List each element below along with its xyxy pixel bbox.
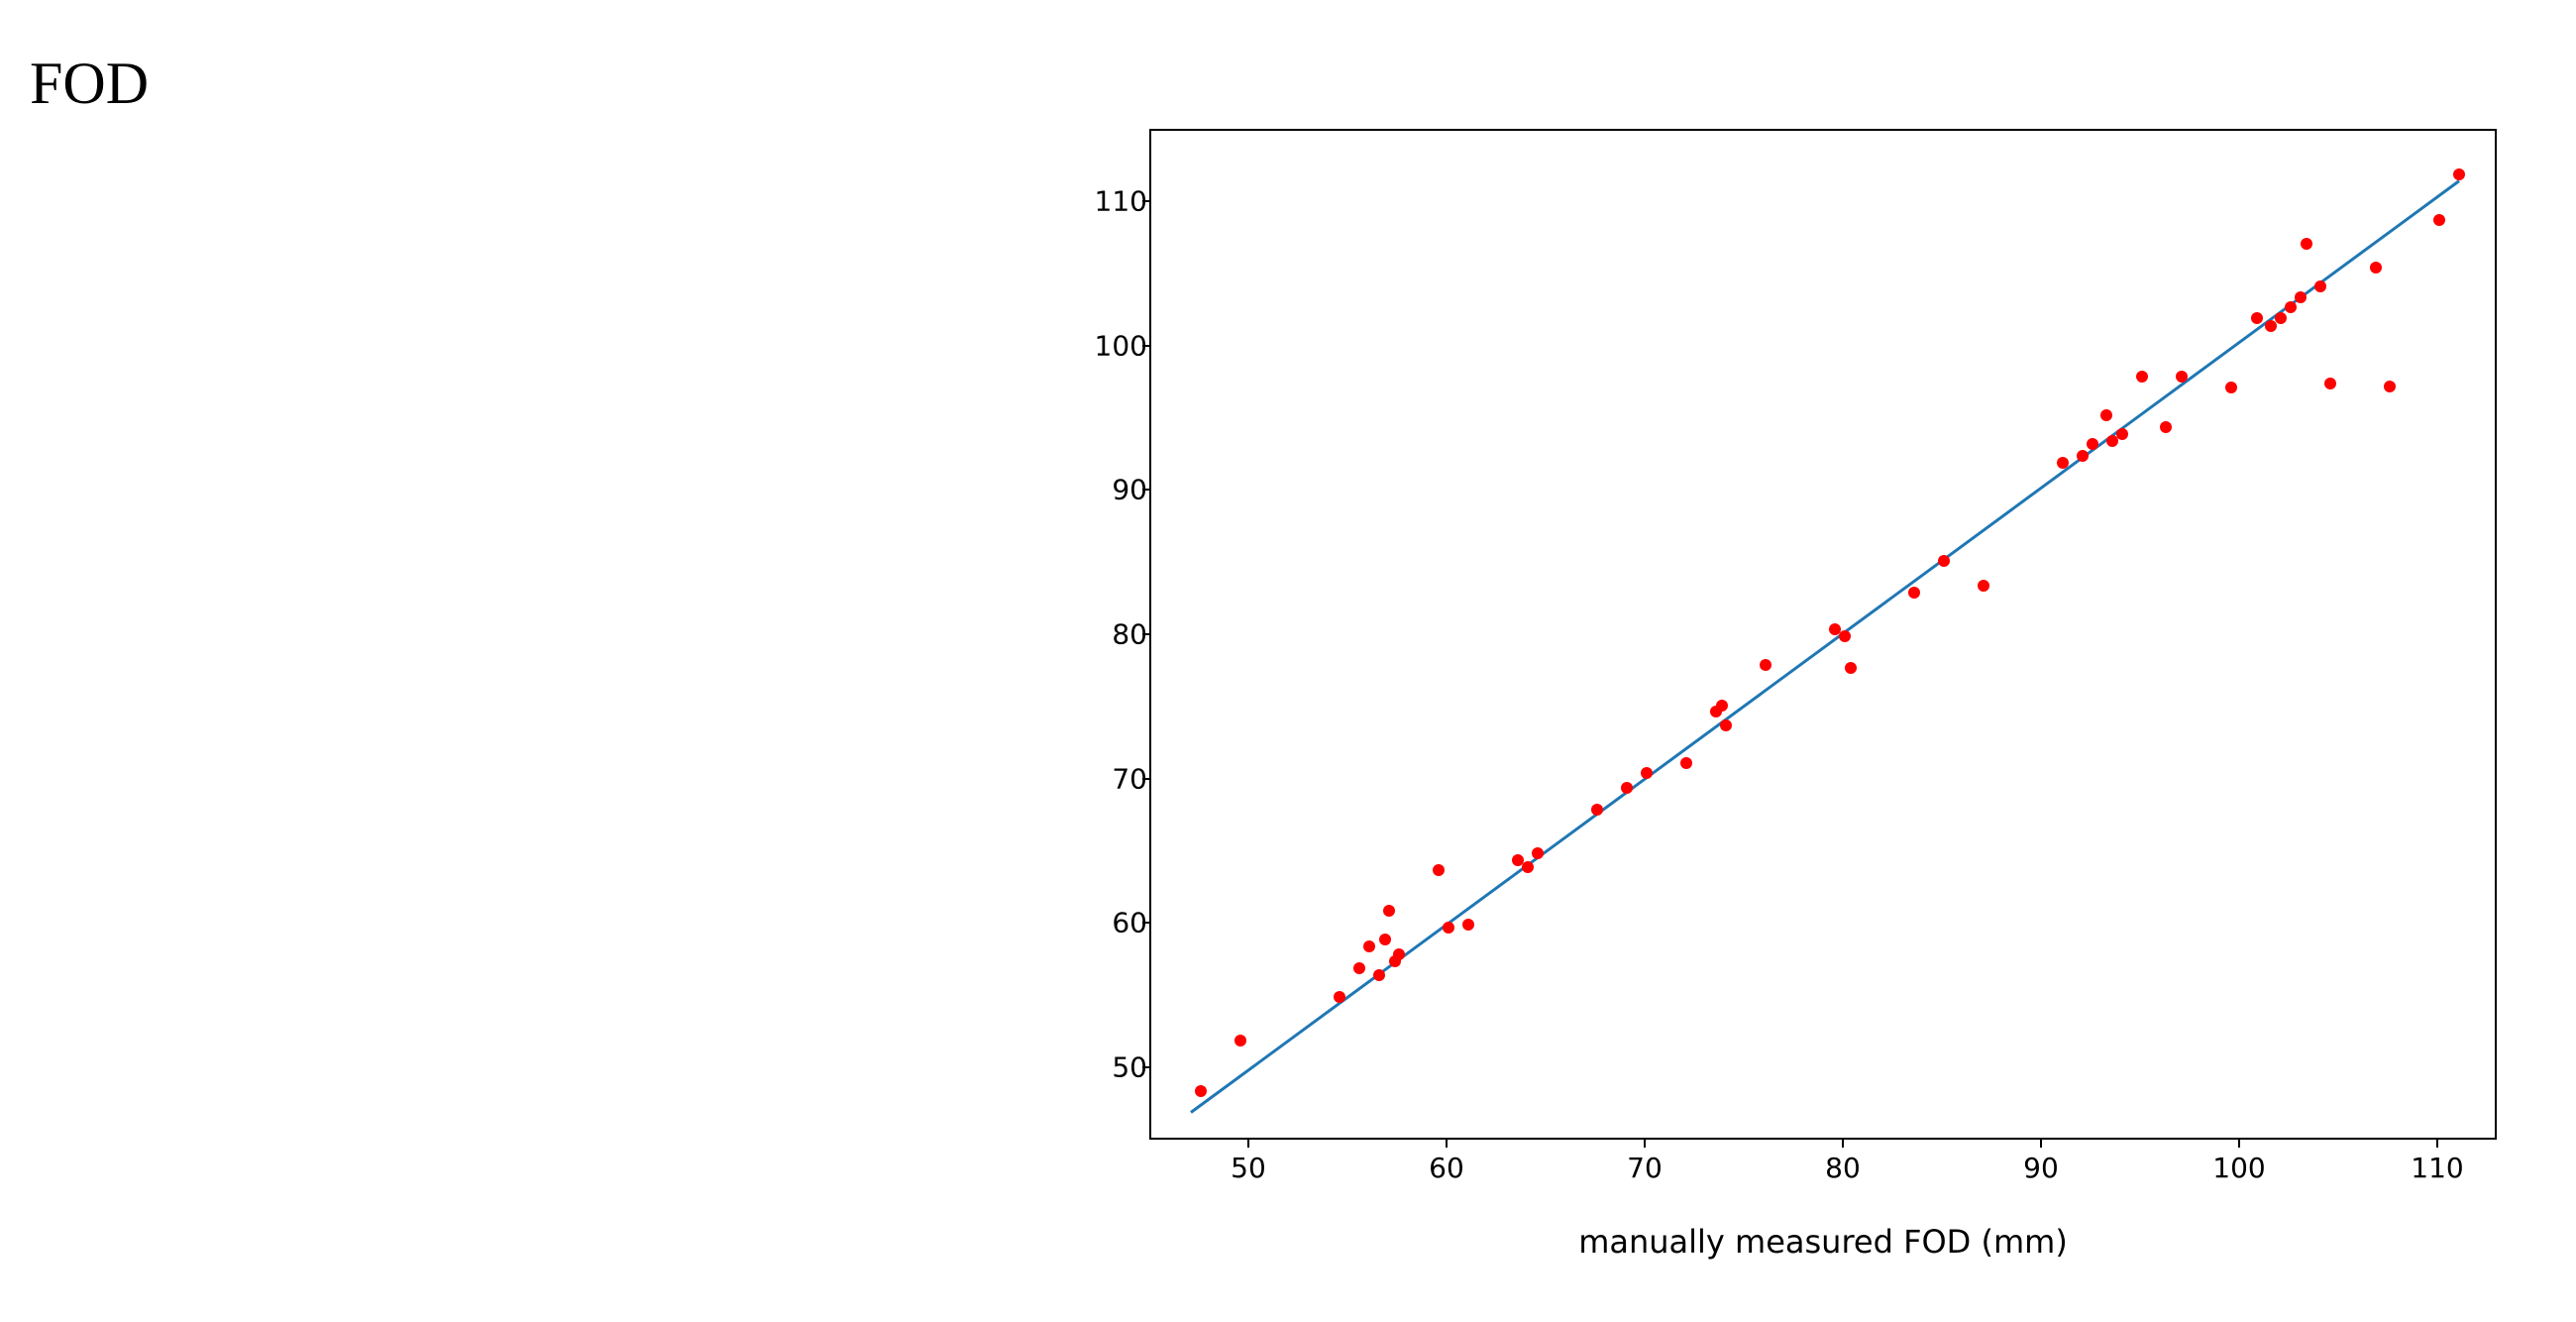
- y-tick-label: 90: [1068, 474, 1147, 506]
- scatter-chart: AI measured FOD (mm) manually measured F…: [991, 109, 2517, 1278]
- y-tick-label: 70: [1068, 762, 1147, 795]
- y-tick-mark: [1142, 489, 1150, 491]
- y-tick-mark: [1142, 633, 1150, 635]
- data-point: [1938, 555, 1950, 567]
- data-point: [1641, 767, 1653, 779]
- data-point: [2160, 421, 2172, 433]
- data-point: [2324, 378, 2336, 389]
- y-tick-mark: [1142, 778, 1150, 780]
- x-tick-label: 70: [1627, 1152, 1663, 1184]
- data-point: [1433, 864, 1445, 876]
- x-tick-mark: [2238, 1140, 2240, 1148]
- data-point: [1234, 1035, 1246, 1047]
- data-point: [1978, 580, 1989, 592]
- y-tick-label: 50: [1068, 1051, 1147, 1084]
- data-point: [1443, 922, 1454, 934]
- x-tick-label: 50: [1231, 1152, 1266, 1184]
- data-point: [1532, 847, 1544, 859]
- x-tick-mark: [2040, 1140, 2042, 1148]
- plot-area: [1149, 129, 2497, 1140]
- data-point: [1621, 782, 1633, 794]
- x-tick-mark: [1842, 1140, 1844, 1148]
- data-point: [2301, 238, 2312, 250]
- data-point: [1680, 757, 1692, 769]
- data-point: [2433, 214, 2445, 226]
- x-tick-label: 110: [2411, 1152, 2463, 1184]
- x-tick-mark: [2436, 1140, 2438, 1148]
- x-tick-mark: [1446, 1140, 1448, 1148]
- data-point: [2057, 457, 2069, 469]
- data-point: [1334, 991, 1345, 1003]
- data-point: [1195, 1085, 1207, 1097]
- y-tick-mark: [1142, 200, 1150, 202]
- data-point: [1716, 700, 1728, 712]
- data-point: [2100, 409, 2112, 421]
- data-point: [2251, 312, 2263, 324]
- data-point: [1591, 804, 1603, 816]
- data-point: [1720, 719, 1732, 731]
- data-point: [1383, 905, 1395, 917]
- data-point: [2116, 428, 2128, 440]
- x-tick-mark: [1644, 1140, 1646, 1148]
- data-point: [1522, 861, 1534, 873]
- data-point: [2176, 371, 2188, 383]
- data-point: [2295, 291, 2307, 303]
- data-point: [1363, 940, 1375, 952]
- x-tick-label: 80: [1825, 1152, 1861, 1184]
- data-point: [2275, 312, 2287, 324]
- data-point: [2087, 438, 2098, 450]
- data-point: [1462, 919, 1474, 931]
- y-tick-label: 60: [1068, 907, 1147, 939]
- data-point: [1353, 962, 1365, 974]
- data-point: [2225, 382, 2237, 393]
- data-point: [1839, 630, 1851, 642]
- x-tick-mark: [1247, 1140, 1249, 1148]
- y-tick-label: 100: [1068, 329, 1147, 362]
- data-point: [1908, 587, 1920, 599]
- y-tick-label: 80: [1068, 618, 1147, 651]
- data-point: [2384, 381, 2396, 392]
- chart-title: FOD: [30, 50, 149, 118]
- data-point: [2370, 262, 2382, 274]
- data-point: [1760, 659, 1771, 671]
- data-point: [1845, 662, 1857, 674]
- data-point: [1373, 969, 1385, 981]
- data-point: [2285, 301, 2297, 313]
- data-point: [2136, 371, 2148, 383]
- x-tick-label: 90: [2023, 1152, 2059, 1184]
- y-tick-mark: [1142, 922, 1150, 924]
- x-tick-label: 60: [1429, 1152, 1464, 1184]
- x-axis-label: manually measured FOD (mm): [1149, 1223, 2497, 1261]
- y-tick-mark: [1142, 1066, 1150, 1068]
- y-tick-label: 110: [1068, 184, 1147, 217]
- x-tick-label: 100: [2212, 1152, 2265, 1184]
- data-point: [1379, 934, 1391, 945]
- data-point: [1393, 948, 1405, 960]
- data-point: [2314, 280, 2326, 292]
- data-point: [2077, 450, 2089, 462]
- y-tick-mark: [1142, 345, 1150, 347]
- data-point: [2453, 168, 2465, 180]
